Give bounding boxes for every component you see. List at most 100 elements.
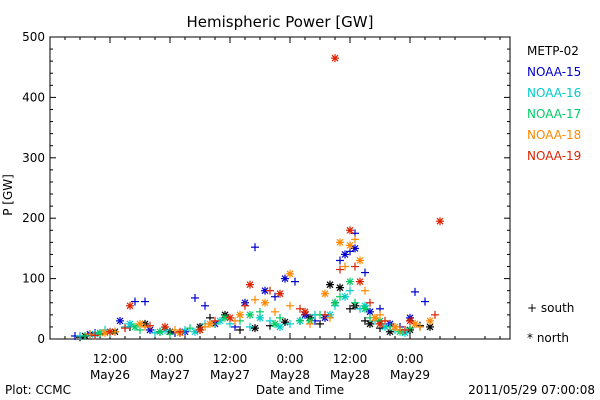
x-tick-time: 0:00: [157, 352, 184, 366]
point-noaa-18-south: [306, 319, 314, 328]
point-noaa-15-south: [201, 301, 209, 310]
point-noaa-18-south: [86, 330, 94, 339]
point-noaa-19-north: [436, 217, 444, 226]
point-noaa-15-south: [291, 277, 299, 286]
x-tick-date: May27: [150, 368, 190, 382]
point-noaa-18-south: [326, 313, 334, 322]
x-tick-date: May26: [90, 368, 130, 382]
point-noaa-16-south: [151, 328, 159, 337]
point-noaa-19-south: [431, 310, 439, 319]
point-metp-02-south: [236, 325, 244, 334]
point-noaa-18-north: [206, 319, 214, 328]
marker-legend-north: * north: [527, 331, 569, 345]
point-noaa-19-south: [351, 262, 359, 271]
y-tick-label: 400: [22, 90, 45, 104]
legend-noaa-15: NOAA-15: [527, 65, 581, 79]
point-noaa-17-south: [336, 292, 344, 301]
point-noaa-18-south: [341, 262, 349, 271]
point-noaa-17-south: [296, 316, 304, 325]
y-tick-label: 200: [22, 211, 45, 225]
point-noaa-19-south: [176, 327, 184, 336]
point-noaa-18-north: [261, 298, 269, 307]
point-noaa-18-south: [251, 295, 259, 304]
x-tick-date: May29: [390, 368, 430, 382]
x-tick-time: 12:00: [333, 352, 368, 366]
point-noaa-19-north: [126, 301, 134, 310]
y-tick-label: 300: [22, 151, 45, 165]
chart-title: Hemispheric Power [GW]: [187, 13, 374, 31]
x-tick-time: 12:00: [93, 352, 128, 366]
point-noaa-19-north: [196, 325, 204, 334]
y-tick-label: 500: [22, 30, 45, 44]
marker-legend: + south * north: [527, 301, 574, 345]
point-noaa-19-north: [246, 280, 254, 289]
x-tick-time: 12:00: [213, 352, 248, 366]
point-noaa-19-north: [356, 277, 364, 286]
point-noaa-19-south: [401, 325, 409, 334]
point-noaa-18-south: [271, 307, 279, 316]
point-noaa-16-north: [256, 313, 264, 322]
point-metp-02-north: [336, 283, 344, 292]
point-noaa-15-south: [361, 268, 369, 277]
point-noaa-15-north: [146, 325, 154, 334]
point-noaa-15-south: [191, 293, 199, 302]
point-noaa-17-south: [276, 313, 284, 322]
point-noaa-16-south: [246, 322, 254, 331]
point-noaa-18-north: [101, 328, 109, 337]
point-noaa-19-north: [276, 289, 284, 298]
point-noaa-18-north: [346, 241, 354, 250]
x-tick-date: May28: [330, 368, 370, 382]
point-noaa-18-south: [286, 301, 294, 310]
point-metp-02-north: [251, 324, 259, 333]
point-noaa-19-north: [226, 313, 234, 322]
point-noaa-16-north: [341, 292, 349, 301]
point-noaa-19-north: [406, 316, 414, 325]
point-noaa-18-north: [336, 238, 344, 247]
marker-legend-south: + south: [527, 301, 574, 315]
point-noaa-19-north: [161, 322, 169, 331]
point-noaa-18-south: [361, 286, 369, 295]
point-metp-02-north: [366, 319, 374, 328]
point-noaa-18-north: [236, 310, 244, 319]
point-noaa-19-south: [241, 301, 249, 310]
point-noaa-15-south: [141, 297, 149, 306]
x-tick-date: May28: [270, 368, 310, 382]
x-tick-time: 0:00: [397, 352, 424, 366]
x-axis-label: Date and Time: [256, 383, 344, 397]
point-noaa-19-south: [121, 324, 129, 333]
point-noaa-19-north: [346, 226, 354, 235]
point-noaa-17-north: [331, 298, 339, 307]
point-noaa-17-north: [346, 277, 354, 286]
x-tick-date: May27: [210, 368, 250, 382]
point-noaa-15-south: [336, 256, 344, 265]
y-axis-label: P [GW]: [1, 174, 15, 216]
point-noaa-17-south: [256, 307, 264, 316]
legend: METP-02 NOAA-15 NOAA-16 NOAA-17 NOAA-18 NOAA-…: [527, 44, 581, 163]
y-tick-label: 0: [37, 332, 45, 346]
point-noaa-16-north: [216, 316, 224, 325]
point-noaa-16-south: [286, 319, 294, 328]
point-noaa-18-north: [391, 322, 399, 331]
point-noaa-19-south: [211, 316, 219, 325]
point-noaa-15-south: [411, 287, 419, 296]
point-metp-02-south: [316, 319, 324, 328]
legend-noaa-19: NOAA-19: [527, 149, 581, 163]
legend-noaa-17: NOAA-17: [527, 107, 581, 121]
legend-noaa-16: NOAA-16: [527, 86, 581, 100]
point-noaa-18-north: [356, 256, 364, 265]
point-noaa-18-south: [351, 235, 359, 244]
point-noaa-17-south: [186, 324, 194, 333]
legend-noaa-18: NOAA-18: [527, 128, 581, 142]
point-noaa-15-north: [116, 316, 124, 325]
point-noaa-15-south: [421, 297, 429, 306]
point-noaa-19-north: [331, 54, 339, 63]
point-noaa-18-north: [426, 316, 434, 325]
point-noaa-17-south: [351, 298, 359, 307]
point-noaa-18-north: [136, 319, 144, 328]
point-noaa-19-south: [146, 321, 154, 330]
x-tick-time: 0:00: [277, 352, 304, 366]
point-noaa-16-south: [346, 286, 354, 295]
point-noaa-18-north: [321, 289, 329, 298]
point-noaa-19-south: [366, 298, 374, 307]
